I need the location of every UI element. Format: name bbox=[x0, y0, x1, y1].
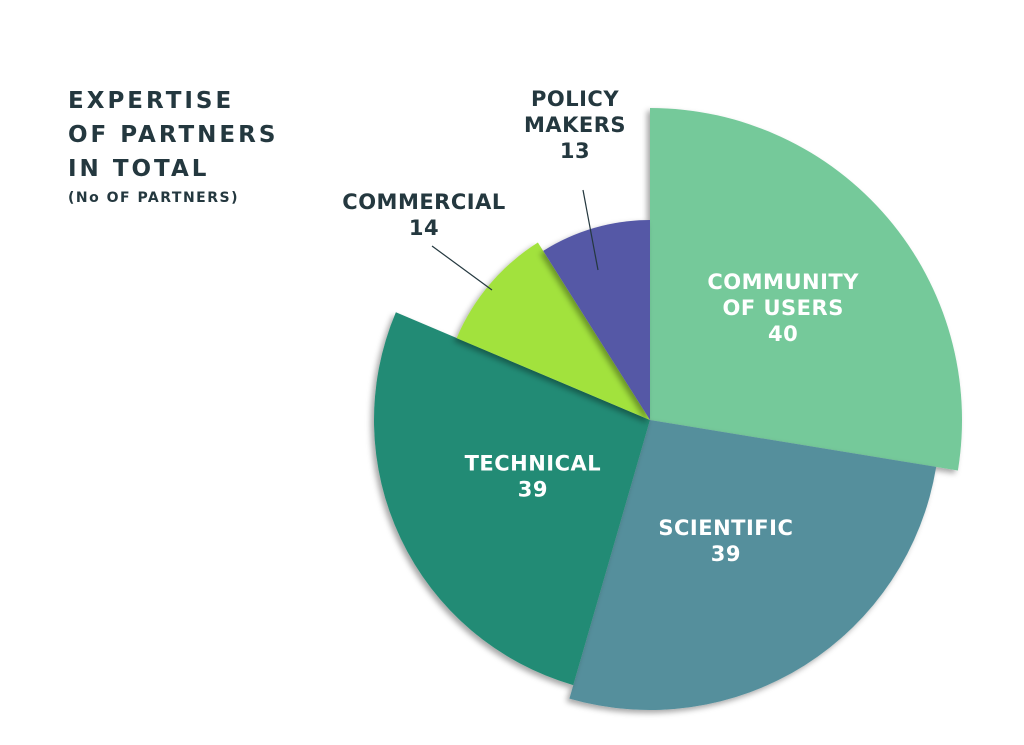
pie-label-community-of-users: COMMUNITY OF USERS 40 bbox=[707, 270, 859, 346]
chart-subtitle: (No OF PARTNERS) bbox=[68, 190, 239, 206]
pie-slice-technical bbox=[374, 312, 650, 686]
chart-title-line-3: IN TOTAL bbox=[68, 156, 210, 182]
pie-label-scientific: SCIENTIFIC 39 bbox=[658, 516, 793, 566]
pie-value-label: 14 bbox=[409, 216, 439, 240]
pie-value-label: 13 bbox=[560, 139, 590, 163]
pie-value-label: 39 bbox=[711, 542, 741, 566]
chart-title-line-2: OF PARTNERS bbox=[68, 122, 279, 148]
pie-category-label: TECHNICAL bbox=[465, 452, 602, 476]
chart-title: EXPERTISE OF PARTNERS IN TOTAL (No OF PA… bbox=[68, 84, 278, 210]
pie-value-label: 40 bbox=[768, 322, 798, 346]
pie-category-label: COMMERCIAL bbox=[342, 190, 505, 214]
pie-category-label: POLICY bbox=[531, 87, 619, 111]
pie-slice-policy-makers bbox=[543, 220, 650, 420]
pie-category-label: SCIENTIFIC bbox=[658, 516, 793, 540]
pie-slice-community-of-users bbox=[650, 108, 963, 471]
pie-label-policy-makers: POLICY MAKERS 13 bbox=[524, 87, 626, 163]
pie-value-label: 39 bbox=[518, 478, 548, 502]
leader-line-policy-makers bbox=[582, 189, 599, 271]
leader-line-commercial bbox=[431, 245, 493, 291]
pie-slice-commercial bbox=[456, 242, 650, 420]
pie-label-commercial: COMMERCIAL 14 bbox=[342, 190, 505, 240]
pie-label-technical: TECHNICAL 39 bbox=[465, 452, 602, 502]
chart-title-line-1: EXPERTISE bbox=[68, 88, 235, 114]
pie-category-label: OF USERS bbox=[723, 296, 844, 320]
pie-slice-scientific bbox=[569, 420, 937, 710]
pie-category-label: COMMUNITY bbox=[707, 270, 859, 294]
pie-category-label: MAKERS bbox=[524, 113, 626, 137]
